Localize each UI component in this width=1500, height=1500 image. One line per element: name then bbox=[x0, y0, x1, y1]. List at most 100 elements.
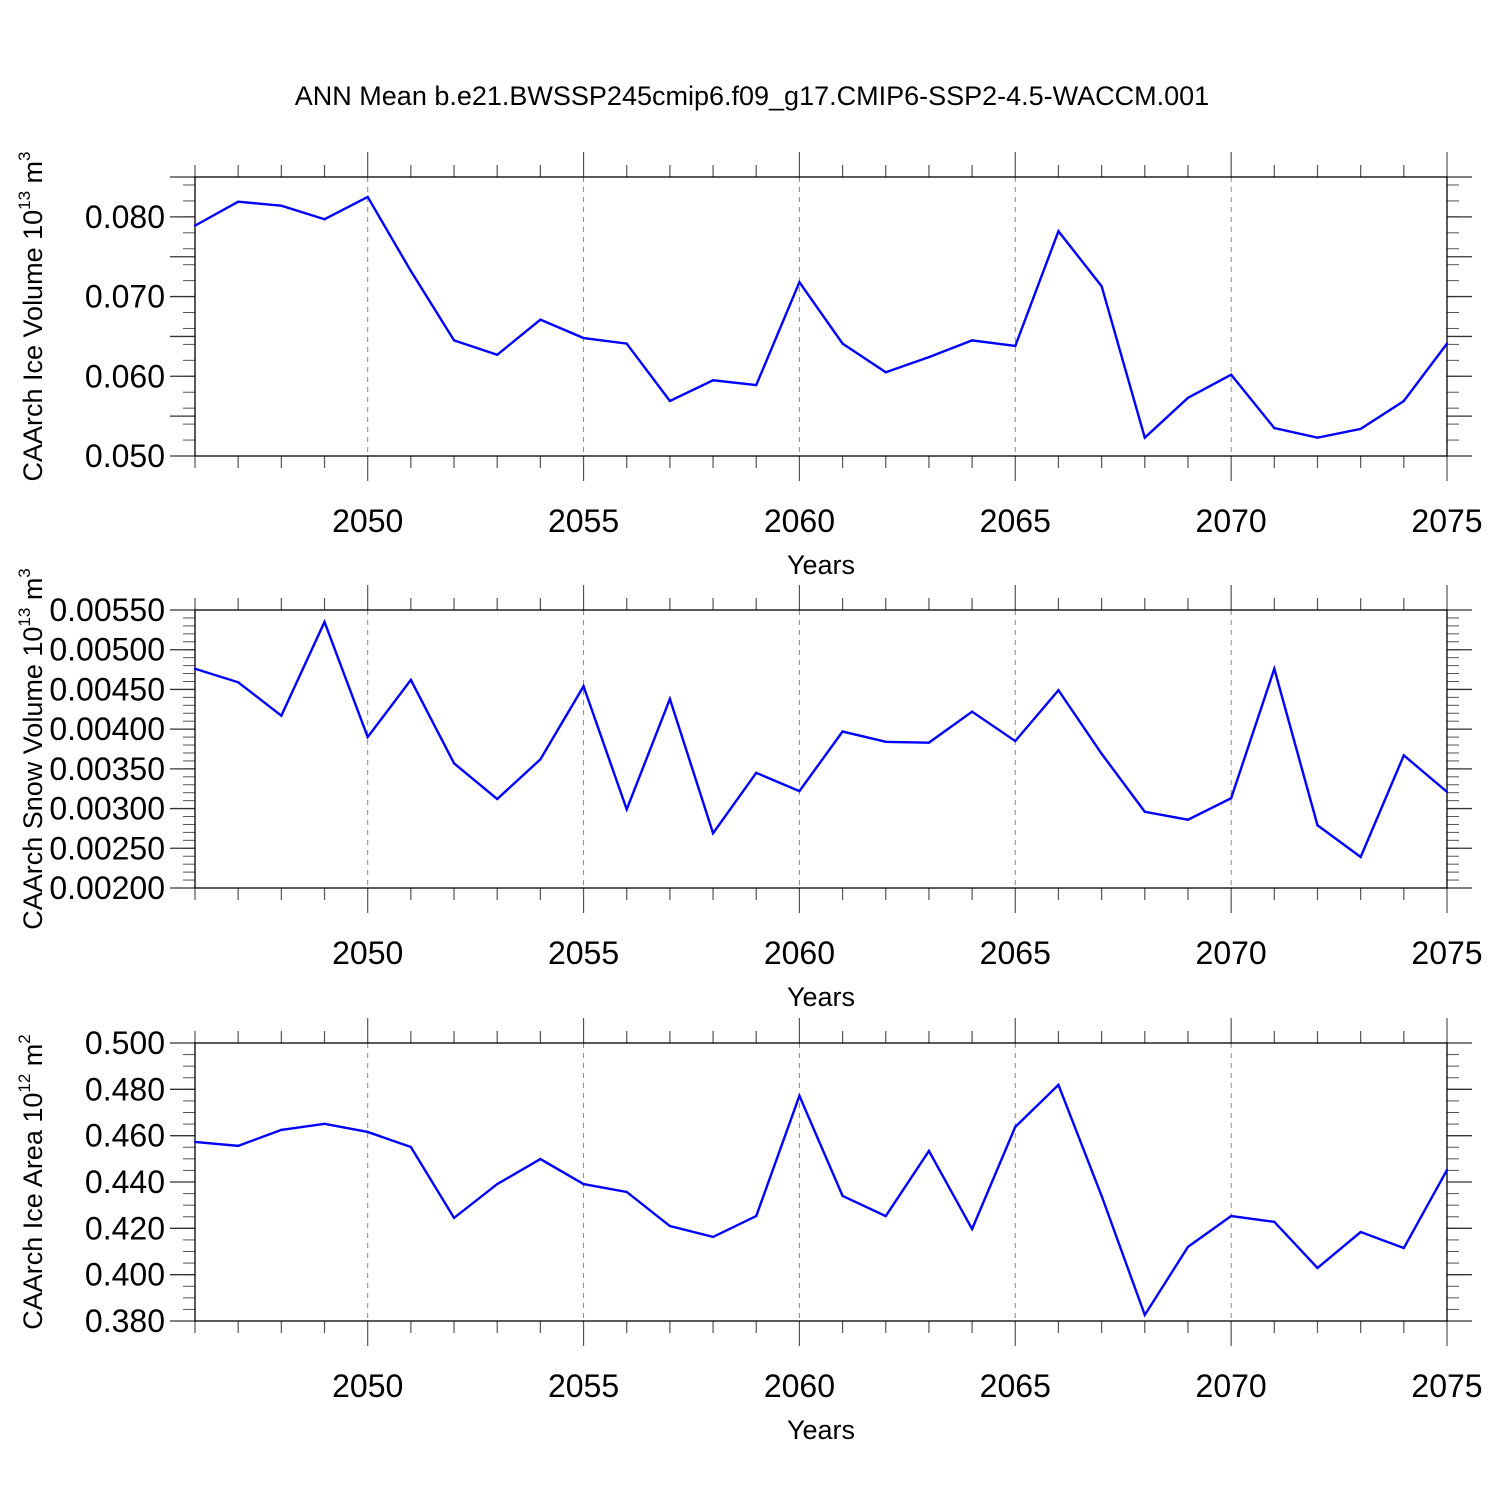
y-tick-label: 0.420 bbox=[85, 1210, 165, 1246]
y-axis-label: CAArch Snow Volume 1013 m3 bbox=[15, 568, 48, 930]
data-point bbox=[884, 1214, 887, 1218]
data-point bbox=[1445, 342, 1449, 345]
data-point bbox=[1100, 1194, 1103, 1198]
data-point bbox=[539, 758, 542, 761]
x-axis-label: Years bbox=[787, 982, 855, 1012]
x-tick-label: 2075 bbox=[1411, 1368, 1482, 1404]
panel-3: 2050 2055 2060 2065 2070 2075 0.380 0.400 0.420 0… bbox=[15, 1018, 1483, 1445]
data-point bbox=[1186, 818, 1190, 821]
chart-title: ANN Mean b.e21.BWSSP245cmip6.f09_g17.CMI… bbox=[295, 81, 1209, 111]
data-point bbox=[1402, 399, 1406, 403]
data-point bbox=[841, 342, 844, 345]
data-point bbox=[625, 342, 628, 345]
data-point bbox=[193, 1140, 197, 1144]
data-point bbox=[193, 667, 197, 670]
data-point bbox=[711, 831, 715, 835]
x-tick-label: 2055 bbox=[548, 1368, 619, 1404]
x-tick-label: 2075 bbox=[1411, 935, 1482, 971]
y-axis-label-part: 3 bbox=[15, 568, 34, 577]
data-point bbox=[1402, 1246, 1406, 1250]
y-tick-label: 0.050 bbox=[85, 438, 165, 474]
data-point bbox=[927, 1149, 931, 1153]
y-tick-label: 0.00400 bbox=[49, 711, 165, 747]
data-point bbox=[1014, 1125, 1017, 1129]
plot-frame bbox=[194, 609, 1448, 889]
y-tick-label: 0.500 bbox=[85, 1025, 165, 1061]
y-tick-label: 0.00550 bbox=[49, 592, 165, 628]
data-point bbox=[1316, 824, 1319, 827]
data-point bbox=[496, 797, 499, 801]
x-tick-label: 2070 bbox=[1196, 503, 1267, 539]
x-tick-label: 2050 bbox=[332, 1368, 403, 1404]
y-axis-label-part: CAArch Ice Area 10 bbox=[18, 1093, 48, 1330]
data-point bbox=[236, 200, 240, 203]
data-point bbox=[668, 1224, 672, 1228]
data-point bbox=[1273, 667, 1276, 670]
data-point bbox=[409, 269, 413, 273]
y-tick-label: 0.00200 bbox=[49, 870, 165, 906]
y-tick-label: 0.00250 bbox=[49, 830, 165, 866]
data-point bbox=[798, 789, 801, 793]
panel-2: 2050 2055 2060 2065 2070 20750.002000.002500.… bbox=[15, 568, 1483, 1012]
y-tick-label: 0.400 bbox=[85, 1257, 165, 1293]
data-point bbox=[711, 1235, 715, 1239]
y-tick-label: 0.00500 bbox=[49, 632, 165, 668]
data-point bbox=[668, 697, 672, 701]
data-point bbox=[755, 383, 758, 387]
x-tick-label: 2065 bbox=[980, 503, 1051, 539]
y-tick-label: 0.440 bbox=[85, 1164, 165, 1200]
x-tick-label: 2070 bbox=[1196, 935, 1267, 971]
data-point bbox=[927, 355, 931, 359]
y-tick-label: 0.070 bbox=[85, 279, 165, 315]
x-axis-label: Years bbox=[787, 550, 855, 580]
data-point bbox=[280, 1128, 283, 1132]
data-point bbox=[884, 740, 887, 744]
data-point bbox=[539, 318, 542, 321]
data-point bbox=[1014, 739, 1017, 743]
data-point bbox=[1402, 754, 1406, 757]
data-point bbox=[1100, 752, 1103, 755]
data-point bbox=[841, 730, 844, 733]
y-axis-label: CAArch Ice Volume 1013 m3 bbox=[15, 151, 48, 481]
data-point bbox=[1143, 436, 1146, 439]
data-point bbox=[798, 281, 801, 284]
data-point bbox=[193, 224, 197, 227]
data-point bbox=[1186, 396, 1190, 400]
data-point bbox=[1100, 285, 1103, 288]
x-tick-label: 2050 bbox=[332, 935, 403, 971]
data-point bbox=[1229, 1214, 1233, 1218]
y-axis-label-part: 13 bbox=[15, 608, 34, 627]
y-tick-label: 0.060 bbox=[85, 358, 165, 394]
data-point bbox=[323, 218, 326, 221]
data-point bbox=[366, 1130, 369, 1134]
x-tick-label: 2075 bbox=[1411, 503, 1482, 539]
data-point bbox=[280, 714, 283, 717]
data-point bbox=[1445, 1168, 1449, 1172]
x-tick-label: 2060 bbox=[764, 935, 835, 971]
x-tick-label: 2070 bbox=[1196, 1368, 1267, 1404]
series-line bbox=[194, 1082, 1449, 1318]
data-point bbox=[1273, 426, 1276, 430]
data-point bbox=[582, 1182, 585, 1186]
data-point bbox=[927, 741, 931, 744]
y-axis-label-part: m bbox=[18, 1044, 48, 1074]
x-tick-label: 2065 bbox=[980, 935, 1051, 971]
y-tick-label: 0.480 bbox=[85, 1071, 165, 1107]
data-point bbox=[1143, 1313, 1146, 1317]
data-point bbox=[452, 762, 456, 765]
y-axis-label-part: CAArch Snow Volume 10 bbox=[18, 627, 48, 930]
data-point bbox=[409, 1145, 413, 1149]
data-point bbox=[884, 371, 887, 374]
data-point bbox=[452, 339, 456, 342]
y-axis-label-part: 2 bbox=[15, 1034, 34, 1043]
data-point bbox=[236, 681, 240, 684]
y-tick-label: 0.080 bbox=[85, 199, 165, 235]
x-axis-label: Years bbox=[787, 1415, 855, 1445]
data-point bbox=[1316, 436, 1319, 439]
series-line bbox=[194, 618, 1448, 859]
data-point bbox=[366, 195, 369, 199]
data-point bbox=[1057, 1083, 1060, 1087]
data-point bbox=[668, 399, 672, 403]
